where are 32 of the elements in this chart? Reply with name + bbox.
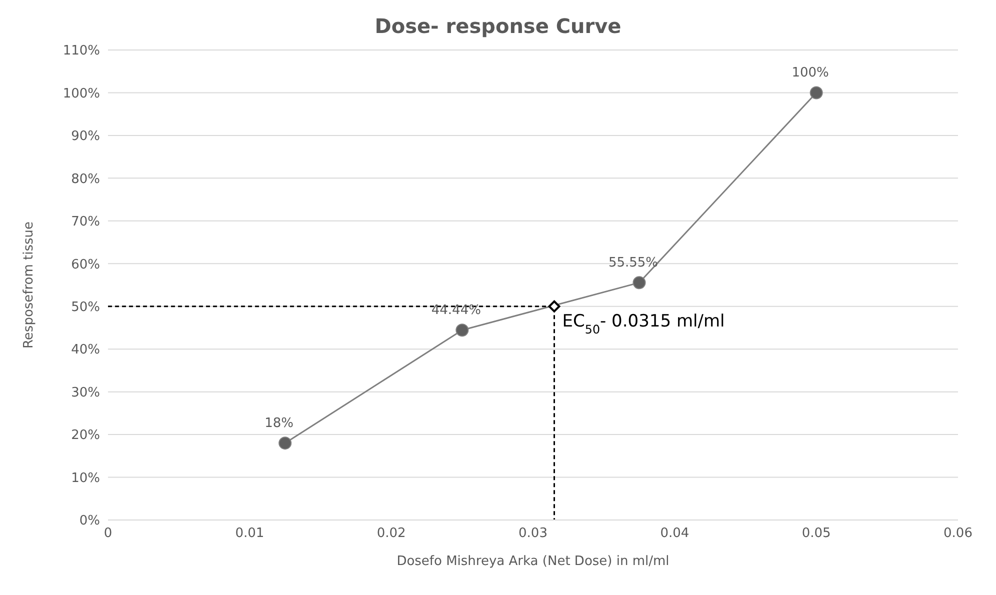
y-tick-label: 20% [71,428,100,444]
y-tick-label: 30% [71,385,100,400]
x-tick-label: 0 [104,526,112,542]
x-tick-label: 0.02 [376,526,406,542]
x-tick-label: 0.05 [802,526,831,542]
y-tick-label: 70% [71,214,100,230]
x-tick-label: 0.06 [944,526,972,542]
data-label: 55.55% [608,256,658,271]
x-tick-label: 0.04 [660,526,690,542]
x-axis-title: Dosefo Mishreya Arka (Net Dose) in ml/ml [396,554,670,569]
y-tick-label: 90% [71,129,100,144]
y-tick-label: 10% [71,470,100,486]
y-tick-label: 50% [71,300,100,315]
x-tick-label: 0.03 [518,526,548,542]
point [632,276,646,290]
y-tick-label: 80% [71,172,100,187]
annotation: EC$_{50}$- 0.0315 ml/ml [562,311,725,336]
chart-title: Dose- response Curve [374,13,622,40]
point [456,324,469,337]
y-tick-label: 40% [71,342,100,358]
point [810,86,823,100]
point [278,436,292,450]
data-label: 18% [264,416,294,432]
y-tick-label: 60% [71,257,100,272]
data-label: 100% [792,66,829,81]
data-label: 44.44% [431,303,481,318]
y-axis-title: Resposefrom tissue [22,221,37,349]
y-tick-label: 0% [79,514,100,529]
x-tick-label: 0.01 [235,526,264,542]
y-tick-label: 110% [62,44,100,59]
y-tick-label: 100% [62,86,100,102]
point [548,300,560,312]
